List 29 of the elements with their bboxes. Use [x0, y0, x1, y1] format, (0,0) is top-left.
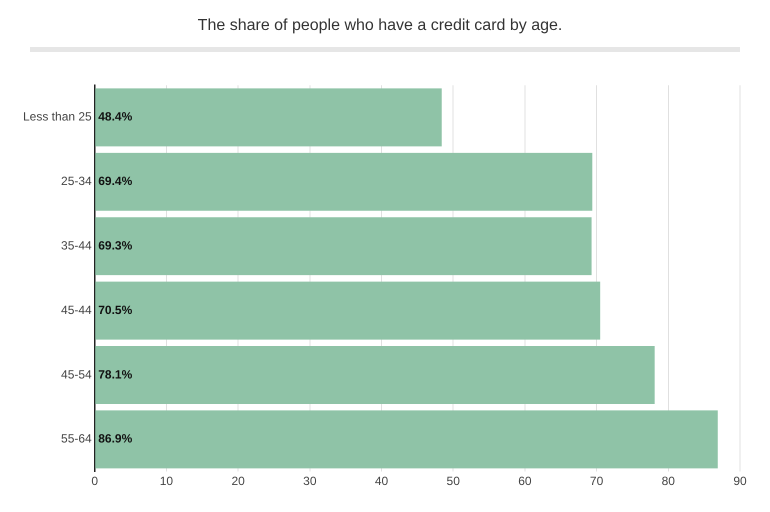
data-label: 86.9%	[98, 432, 133, 446]
x-tick-label: 10	[160, 474, 174, 488]
x-tick-label: 20	[231, 474, 246, 488]
y-tick-label: 35-44	[61, 238, 92, 253]
x-tick-label: 70	[590, 474, 604, 488]
data-label: 78.1%	[98, 367, 133, 382]
chart-title: The share of people who have a credit card by age.	[198, 17, 562, 34]
data-label: 69.4%	[98, 174, 133, 188]
y-tick-label: 45-54	[61, 367, 92, 382]
data-label: 69.3%	[98, 238, 133, 253]
bar	[95, 282, 600, 340]
x-tick-label: 40	[374, 474, 389, 488]
y-tick-label: 45-44	[61, 302, 92, 317]
bar	[95, 217, 592, 276]
data-label: 70.5%	[98, 302, 133, 317]
x-tick-label: 0	[91, 474, 98, 488]
x-tick-label: 30	[303, 474, 317, 488]
bar	[95, 346, 655, 404]
y-tick-label: Less than 25	[23, 110, 92, 124]
y-tick-label: 25-34	[61, 174, 92, 188]
data-label: 48.4%	[98, 110, 133, 124]
x-tick-label: 80	[662, 474, 676, 488]
x-tick-label: 60	[518, 474, 532, 488]
x-tick-label: 50	[446, 474, 460, 488]
bar	[95, 88, 442, 146]
x-tick-label: 90	[733, 474, 747, 488]
bar	[95, 410, 718, 468]
y-tick-label: 55-64	[61, 432, 92, 446]
bar	[95, 152, 592, 211]
